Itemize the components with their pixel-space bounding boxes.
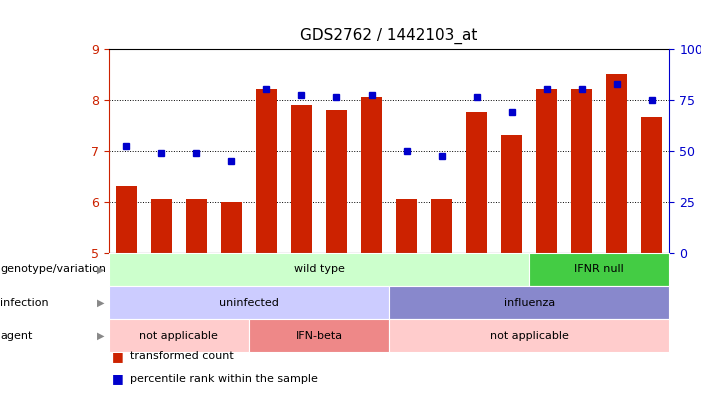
Text: uninfected: uninfected [219,298,279,307]
Bar [641,117,662,253]
Text: wild type: wild type [294,264,344,274]
Bar [361,97,382,253]
Text: percentile rank within the sample: percentile rank within the sample [130,374,318,384]
Text: IFNR null: IFNR null [575,264,624,274]
Bar [529,253,669,286]
Bar [606,74,627,253]
Bar [431,199,452,253]
Text: ■: ■ [112,350,124,363]
Bar [466,112,487,253]
Bar [501,135,522,253]
Text: ▶: ▶ [97,298,104,307]
Bar [186,199,207,253]
Bar [389,286,669,319]
Text: genotype/variation: genotype/variation [0,264,106,274]
Text: transformed count: transformed count [130,352,233,361]
Bar [109,319,249,352]
Bar [109,286,389,319]
Text: influenza: influenza [503,298,555,307]
Text: ■: ■ [112,372,124,385]
Text: infection: infection [0,298,48,307]
Bar [109,253,529,286]
Text: ▶: ▶ [97,331,104,341]
Bar [536,90,557,253]
Bar [291,105,312,253]
Text: IFN-beta: IFN-beta [295,331,343,341]
Bar [396,199,417,253]
Bar [326,110,347,253]
Text: not applicable: not applicable [490,331,569,341]
Bar [116,186,137,253]
Bar [571,90,592,253]
Text: ▶: ▶ [97,264,104,274]
Bar [256,90,277,253]
Text: agent: agent [0,331,32,341]
Bar [151,199,172,253]
Bar [389,319,669,352]
Text: not applicable: not applicable [139,331,218,341]
Title: GDS2762 / 1442103_at: GDS2762 / 1442103_at [300,28,478,45]
Bar [221,202,242,253]
Bar [249,319,389,352]
